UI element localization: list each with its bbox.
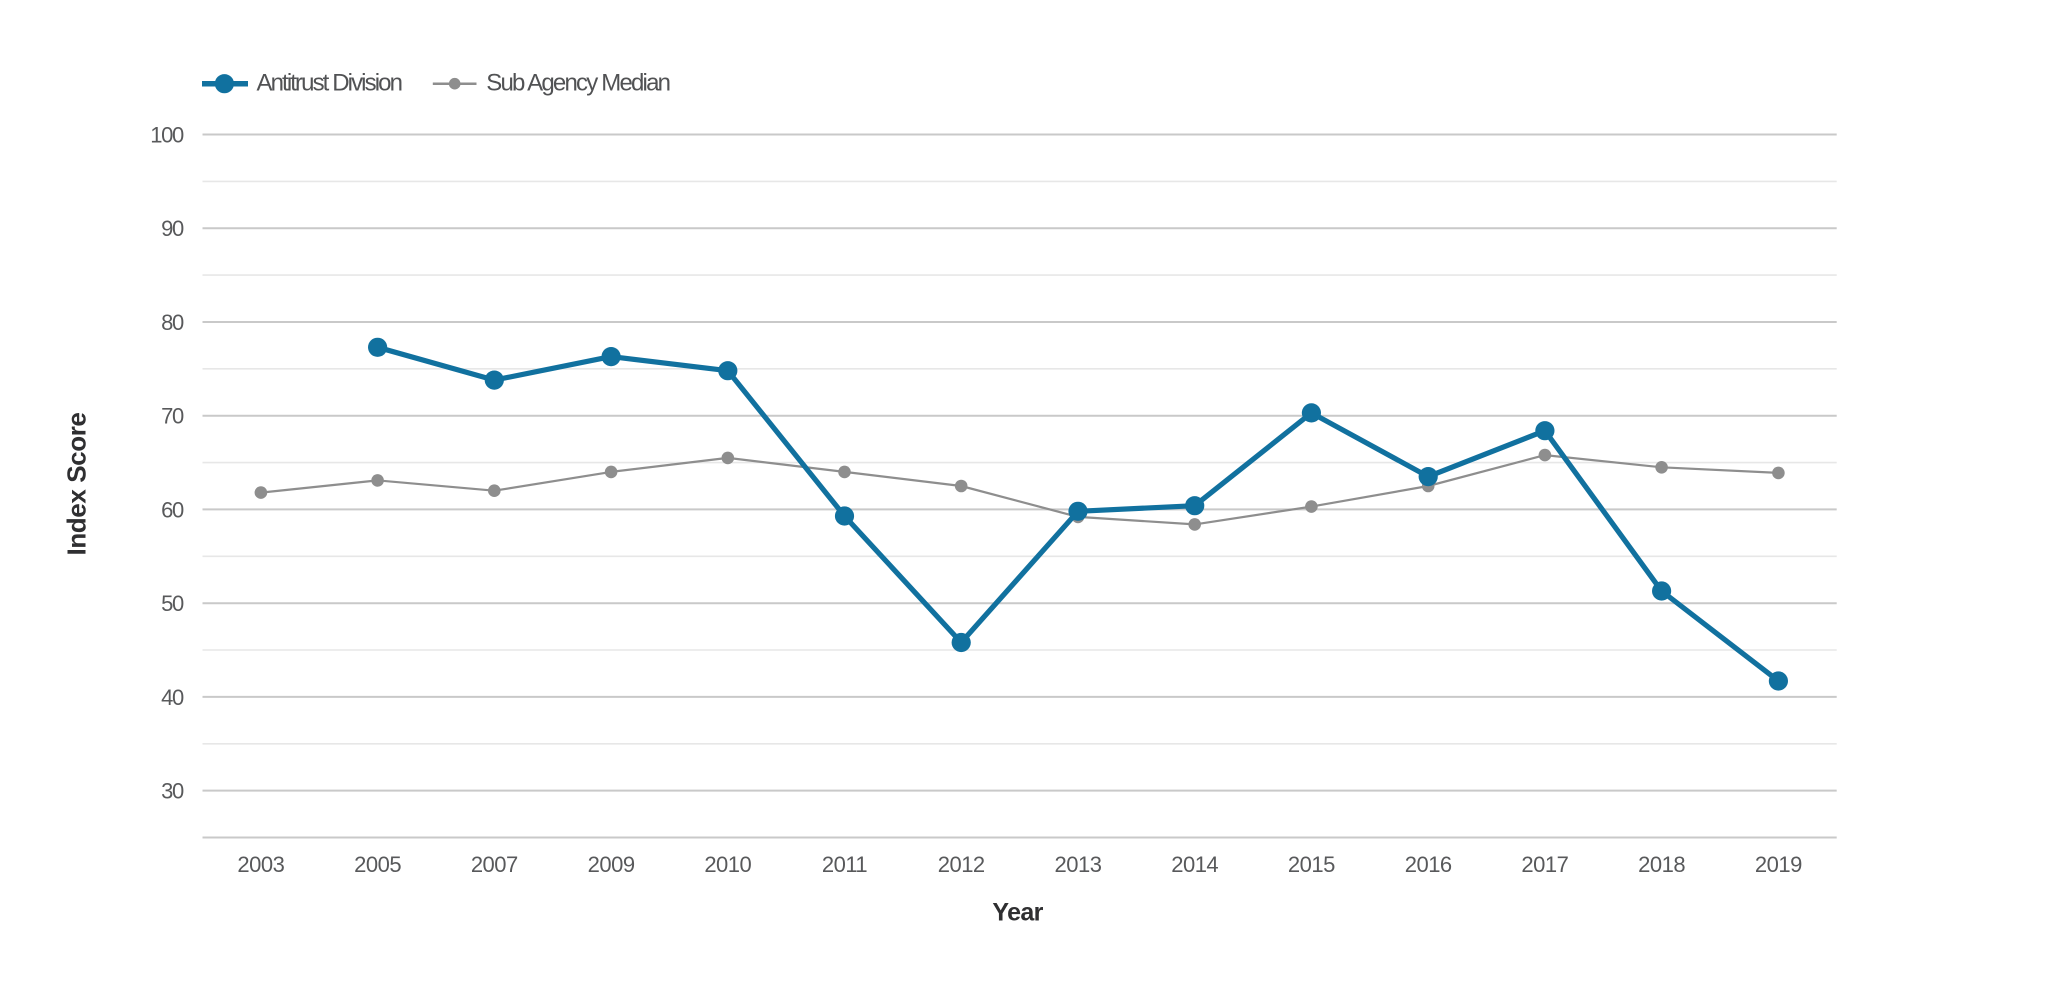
svg-text:70: 70 bbox=[161, 404, 184, 429]
svg-text:100: 100 bbox=[150, 123, 184, 148]
svg-text:80: 80 bbox=[161, 310, 184, 335]
svg-text:Sub Agency Median: Sub Agency Median bbox=[486, 70, 669, 97]
svg-text:2014: 2014 bbox=[1171, 852, 1218, 877]
svg-text:2018: 2018 bbox=[1638, 852, 1685, 877]
svg-text:60: 60 bbox=[161, 497, 184, 522]
svg-text:2007: 2007 bbox=[471, 852, 518, 877]
svg-text:2011: 2011 bbox=[822, 852, 868, 877]
svg-text:Year: Year bbox=[992, 898, 1043, 926]
svg-text:2012: 2012 bbox=[938, 852, 985, 877]
svg-text:2013: 2013 bbox=[1055, 852, 1102, 877]
svg-text:2010: 2010 bbox=[704, 852, 751, 877]
svg-text:40: 40 bbox=[161, 685, 184, 710]
svg-text:Antitrust Division: Antitrust Division bbox=[257, 70, 402, 97]
svg-text:2016: 2016 bbox=[1405, 852, 1452, 877]
svg-text:30: 30 bbox=[161, 779, 184, 804]
svg-text:2003: 2003 bbox=[237, 852, 284, 877]
svg-text:90: 90 bbox=[161, 216, 184, 241]
svg-text:2005: 2005 bbox=[354, 852, 401, 877]
svg-text:2019: 2019 bbox=[1755, 852, 1802, 877]
svg-text:2015: 2015 bbox=[1288, 852, 1335, 877]
svg-text:2017: 2017 bbox=[1521, 852, 1568, 877]
svg-text:50: 50 bbox=[161, 591, 184, 616]
svg-text:2009: 2009 bbox=[588, 852, 635, 877]
svg-text:Index Score: Index Score bbox=[62, 413, 92, 556]
